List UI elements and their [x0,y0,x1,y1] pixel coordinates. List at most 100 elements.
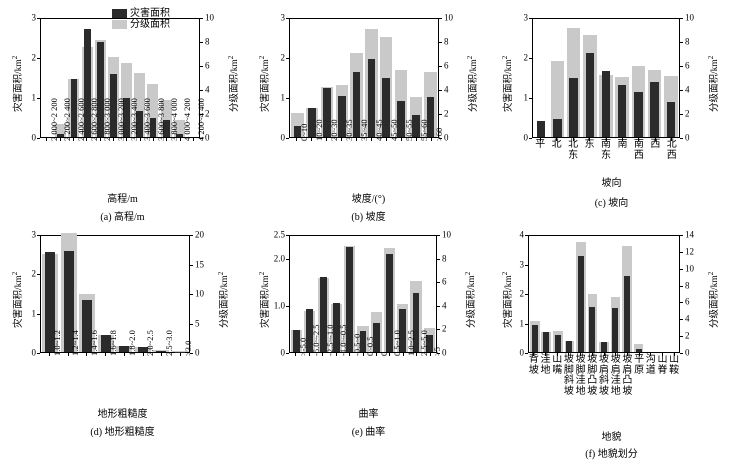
bar-slot [552,236,564,352]
y-tick-mark-left [525,265,528,266]
x-tick-mark [309,353,310,356]
x-tick-label: 55~60 [420,119,429,141]
x-tick-mark [540,138,541,141]
y-tick-mark-left [37,98,40,99]
x-tick-mark [627,353,628,356]
bar-slot [644,236,656,352]
x-tick-label: -0.5~0 [353,334,362,356]
x-tick-mark [403,353,404,356]
y-tick-mark-left [529,18,532,19]
x-tick-label: 西 [648,140,662,151]
bar-slot [575,236,587,352]
bar-slot [582,19,598,137]
y-tick-mark-right [437,306,440,307]
x-tick-mark [580,353,581,356]
y-tick-mark-right [200,18,203,19]
bar-disaster-area [569,78,577,137]
y-tick-mark-right [680,319,683,320]
y-tick-label-right: 0 [685,349,690,358]
x-tick-label: 1.4~1.6 [90,330,99,356]
x-tick-label: 南 [615,140,629,151]
x-tick-label: 2 800~3 000 [103,98,112,141]
x-tick-mark [126,138,127,141]
y-tick-mark-left [286,353,289,354]
bar-disaster-area [618,85,626,137]
bar-slot [564,236,576,352]
bar-disaster-area [624,276,630,352]
x-tick-mark [545,353,546,356]
x-tick-label: 3 800~4 000 [170,98,179,141]
y-tick-mark-left [286,138,289,139]
x-tick-label: 10~20 [315,119,324,141]
y-tick-label-right: 14 [685,231,694,240]
bar-slot [663,19,679,137]
legend-item: 分级面积 [112,19,170,30]
x-axis-title: 坡度/(°) [247,190,490,205]
y-tick-mark-right [190,265,193,266]
y-tick-mark-left [286,18,289,19]
x-axis-title: 坡向 [490,174,733,189]
y-tick-mark-right [439,18,442,19]
bar-disaster-area [555,335,561,352]
y-tick-mark-left [37,235,40,236]
legend-item: 灾害面积 [112,8,170,19]
x-tick-label: 1.8~2.0 [128,330,137,356]
bar-slot [610,236,622,352]
x-tick-mark [140,138,141,141]
y-tick-label-right: 4 [205,86,210,95]
y-tick-mark-left [529,138,532,139]
x-tick-mark [295,353,296,356]
bar-slot [587,236,599,352]
x-tick-label: 2 400~2 600 [77,98,86,141]
x-tick-label: 40~45 [375,119,384,141]
x-tick-mark [557,353,558,356]
x-tick-mark [671,138,672,141]
y-tick-label-right: 4 [685,315,690,324]
x-tick-label: 4 200~4 400 [197,98,206,141]
y-tick-label-right: 20 [195,231,204,240]
x-tick-mark [124,353,125,356]
y-tick-mark-left [37,18,40,19]
y-tick-label-right: 10 [205,14,214,23]
y-axis-title-right: 分级面积/km2 [706,272,720,328]
x-tick-label: 50~55 [405,119,414,141]
y-tick-label-right: 8 [685,38,690,47]
bar-disaster-area [601,342,607,352]
x-tick-mark [46,138,47,141]
y-tick-mark-left [525,324,528,325]
x-tick-mark [363,353,364,356]
y-tick-label-left: 0 [14,349,36,358]
y-tick-label-right: 8 [685,281,690,290]
y-tick-mark-right [439,66,442,67]
y-tick-label-left: 3 [502,260,524,269]
x-tick-label: 北东 [566,140,580,161]
y-tick-mark-left [37,274,40,275]
bar-disaster-area [537,121,545,137]
x-tick-mark [49,353,50,356]
bar-slot [565,19,581,137]
x-axis-title: 曲率 [247,405,490,420]
x-tick-mark [639,353,640,356]
y-tick-label-right: 0 [685,134,690,143]
bar-slot [647,19,663,137]
y-tick-mark-left [37,353,40,354]
bar-disaster-area [602,71,610,137]
x-tick-mark [166,138,167,141]
y-tick-label-left: 2.5 [263,231,285,240]
y-axis-title-right: 分级面积/km2 [706,56,720,112]
y-tick-label-left: 0 [14,134,36,143]
y-tick-label-right: 12 [685,247,694,256]
legend-swatch-graded [112,20,127,29]
y-axis-title-right: 分级面积/km2 [226,56,240,112]
bar-slot [614,19,630,137]
x-tick-mark [371,138,372,141]
bar-slot [290,236,303,352]
x-tick-mark [386,138,387,141]
x-tick-mark [100,138,101,141]
x-tick-mark [341,138,342,141]
x-tick-label: 20~30 [330,119,339,141]
y-tick-mark-left [525,353,528,354]
